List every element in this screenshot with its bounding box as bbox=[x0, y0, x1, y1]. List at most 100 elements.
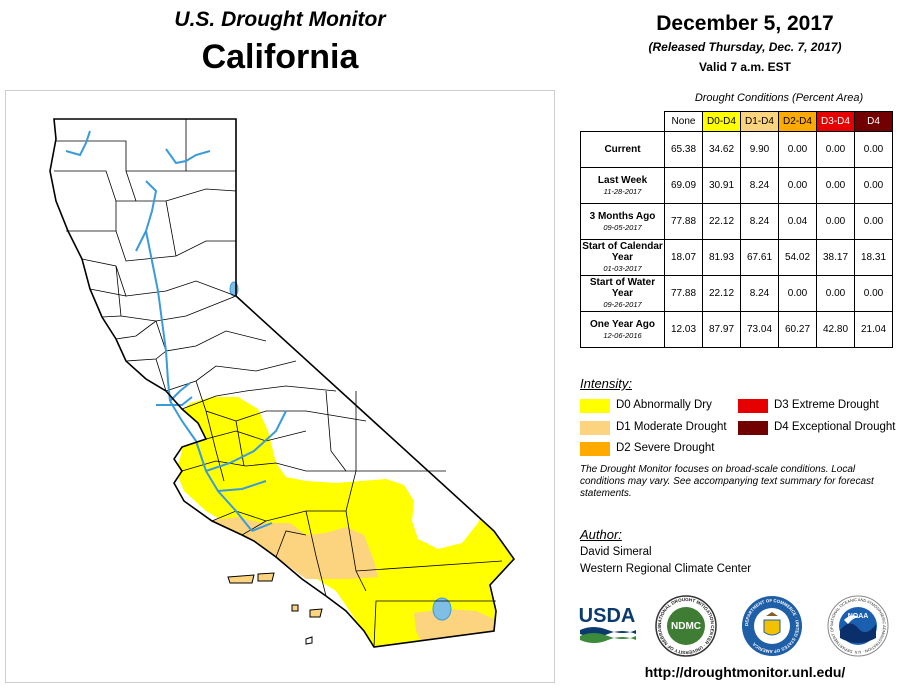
table-cell: 21.04 bbox=[854, 311, 893, 348]
table-cell: 77.88 bbox=[664, 203, 703, 240]
table-cell: 65.38 bbox=[664, 131, 703, 168]
legend-swatch bbox=[580, 442, 610, 456]
drought-areas bbox=[174, 397, 514, 647]
table-cell: 0.00 bbox=[816, 275, 855, 312]
table-cell: 38.17 bbox=[816, 239, 855, 276]
row-date: 09-05-2017 bbox=[603, 222, 642, 232]
table-cell: 60.27 bbox=[778, 311, 817, 348]
table-cell: 22.12 bbox=[702, 203, 741, 240]
author-organization: Western Regional Climate Center bbox=[580, 563, 752, 575]
channel-island bbox=[291, 604, 299, 612]
table-cell: 12.03 bbox=[664, 311, 703, 348]
d1-area-san-diego bbox=[414, 609, 494, 643]
table-cell: 77.88 bbox=[664, 275, 703, 312]
table-row: Last Week 11-28-2017 69.09 30.91 8.24 0.0… bbox=[580, 167, 893, 204]
table-cell: 0.00 bbox=[816, 167, 855, 204]
usda-logo: USDA bbox=[579, 605, 636, 643]
table-cell: 22.12 bbox=[702, 275, 741, 312]
table-row: 3 Months Ago 09-05-2017 77.88 22.12 8.24 … bbox=[580, 203, 893, 240]
region-title: California bbox=[201, 38, 359, 76]
table-cell: 69.09 bbox=[664, 167, 703, 204]
table-cell: 30.91 bbox=[702, 167, 741, 204]
table-cell: 73.04 bbox=[740, 311, 779, 348]
table-row: Current 65.38 34.62 9.90 0.00 0.00 0.00 bbox=[580, 131, 893, 168]
table-cell: 0.04 bbox=[778, 203, 817, 240]
table-cell: 8.24 bbox=[740, 275, 779, 312]
table-cell: 0.00 bbox=[854, 167, 893, 204]
col-header: D0-D4 bbox=[702, 111, 741, 132]
row-date: 12-06-2016 bbox=[603, 330, 642, 340]
legend-swatch bbox=[738, 399, 768, 413]
row-date: 01-03-2017 bbox=[603, 264, 642, 273]
table-cell: 0.00 bbox=[778, 167, 817, 204]
row-label: Last Week 11-28-2017 bbox=[580, 167, 665, 204]
table-cell: 8.24 bbox=[740, 167, 779, 204]
website-url[interactable]: http://droughtmonitor.unl.edu/ bbox=[644, 664, 846, 680]
col-header: D4 bbox=[854, 111, 893, 132]
map-date: December 5, 2017 bbox=[656, 12, 834, 35]
california-drought-map bbox=[49, 118, 516, 648]
salton-sea-lake bbox=[432, 597, 452, 621]
table-caption: Drought Conditions (Percent Area) bbox=[694, 92, 864, 104]
channel-island bbox=[257, 572, 275, 582]
row-label: 3 Months Ago 09-05-2017 bbox=[580, 203, 665, 240]
row-date: 09-26-2017 bbox=[603, 300, 642, 309]
table-cell: 0.00 bbox=[854, 203, 893, 240]
legend-title: Intensity: bbox=[580, 376, 633, 391]
svg-text:NOAA: NOAA bbox=[848, 613, 869, 620]
county-boundaries bbox=[54, 119, 503, 648]
col-header: D1-D4 bbox=[740, 111, 779, 132]
legend-swatch bbox=[738, 421, 768, 435]
rivers bbox=[65, 130, 287, 532]
channel-island bbox=[305, 636, 313, 645]
table-cell: 0.00 bbox=[778, 275, 817, 312]
row-date: 11-28-2017 bbox=[603, 186, 642, 196]
table-cell: 54.02 bbox=[778, 239, 817, 276]
row-label: One Year Ago 12-06-2016 bbox=[580, 311, 665, 348]
col-header: D3-D4 bbox=[816, 111, 855, 132]
table-row: One Year Ago 12-06-2016 12.03 87.97 73.04… bbox=[580, 311, 893, 348]
table-cell: 9.90 bbox=[740, 131, 779, 168]
commerce-seal-logo: DEPARTMENT OF COMMERCE · UNITED STATES O… bbox=[742, 596, 802, 656]
disclaimer-note: The Drought Monitor focuses on broad-sca… bbox=[580, 464, 874, 499]
table-row: Start of Calendar Year 01-03-2017 18.07 8… bbox=[580, 239, 893, 276]
channel-island bbox=[309, 608, 323, 618]
table-cell: 87.97 bbox=[702, 311, 741, 348]
row-label: Start of Water Year 09-26-2017 bbox=[580, 275, 665, 312]
svg-text:NDMC: NDMC bbox=[671, 621, 701, 632]
author-heading: Author: bbox=[580, 527, 622, 542]
d1-area-central-coast bbox=[206, 517, 378, 579]
d0-area-central bbox=[174, 397, 514, 647]
table-cell: 0.00 bbox=[816, 131, 855, 168]
author-name: David Simeral bbox=[580, 546, 652, 558]
table-cell: 18.31 bbox=[854, 239, 893, 276]
table-cell: 34.62 bbox=[702, 131, 741, 168]
valid-time: Valid 7 a.m. EST bbox=[698, 60, 792, 74]
legend-swatch bbox=[580, 399, 610, 413]
table-cell: 0.00 bbox=[854, 275, 893, 312]
svg-text:USDA: USDA bbox=[579, 605, 636, 627]
ndmc-logo: NATIONAL DROUGHT MITIGATION CENTER · UNI… bbox=[654, 594, 717, 657]
table-row: Start of Water Year 09-26-2017 77.88 22.1… bbox=[580, 275, 893, 312]
table-cell: 8.24 bbox=[740, 203, 779, 240]
table-cell: 18.07 bbox=[664, 239, 703, 276]
release-date: (Released Thursday, Dec. 7, 2017) bbox=[648, 40, 842, 54]
channel-island bbox=[227, 574, 255, 584]
map-frame bbox=[5, 90, 555, 683]
drought-conditions-table: None D0-D4 D1-D4 D2-D4 D3-D4 D4 Current … bbox=[580, 111, 893, 348]
table-cell: 81.93 bbox=[702, 239, 741, 276]
table-cell: 42.80 bbox=[816, 311, 855, 348]
col-header: D2-D4 bbox=[778, 111, 817, 132]
row-label: Current bbox=[580, 131, 665, 168]
table-cell: 0.00 bbox=[854, 131, 893, 168]
legend-swatch bbox=[580, 421, 610, 435]
table-header-row: None D0-D4 D1-D4 D2-D4 D3-D4 D4 bbox=[581, 111, 893, 132]
product-title: U.S. Drought Monitor bbox=[174, 8, 386, 31]
table-cell: 67.61 bbox=[740, 239, 779, 276]
table-cell: 0.00 bbox=[816, 203, 855, 240]
california-outline bbox=[49, 118, 516, 648]
row-label: Start of Calendar Year 01-03-2017 bbox=[580, 239, 665, 276]
table-cell: 0.00 bbox=[778, 131, 817, 168]
noaa-logo: NATIONAL OCEANIC AND ATMOSPHERIC ADMINIS… bbox=[826, 594, 889, 657]
col-header: None bbox=[664, 111, 703, 132]
